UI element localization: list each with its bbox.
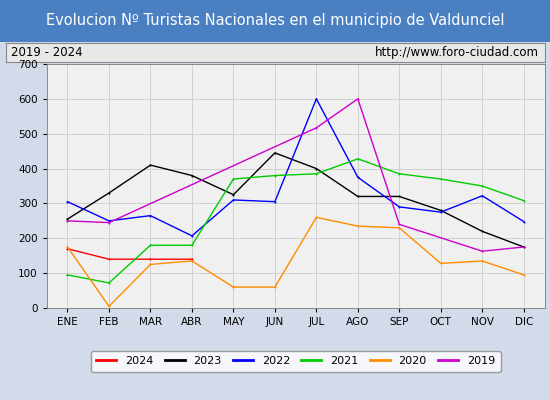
Text: http://www.foro-ciudad.com: http://www.foro-ciudad.com xyxy=(375,46,539,59)
Text: Evolucion Nº Turistas Nacionales en el municipio de Valdunciel: Evolucion Nº Turistas Nacionales en el m… xyxy=(46,14,504,28)
Text: 2019 - 2024: 2019 - 2024 xyxy=(11,46,82,59)
Legend: 2024, 2023, 2022, 2021, 2020, 2019: 2024, 2023, 2022, 2021, 2020, 2019 xyxy=(91,351,500,372)
